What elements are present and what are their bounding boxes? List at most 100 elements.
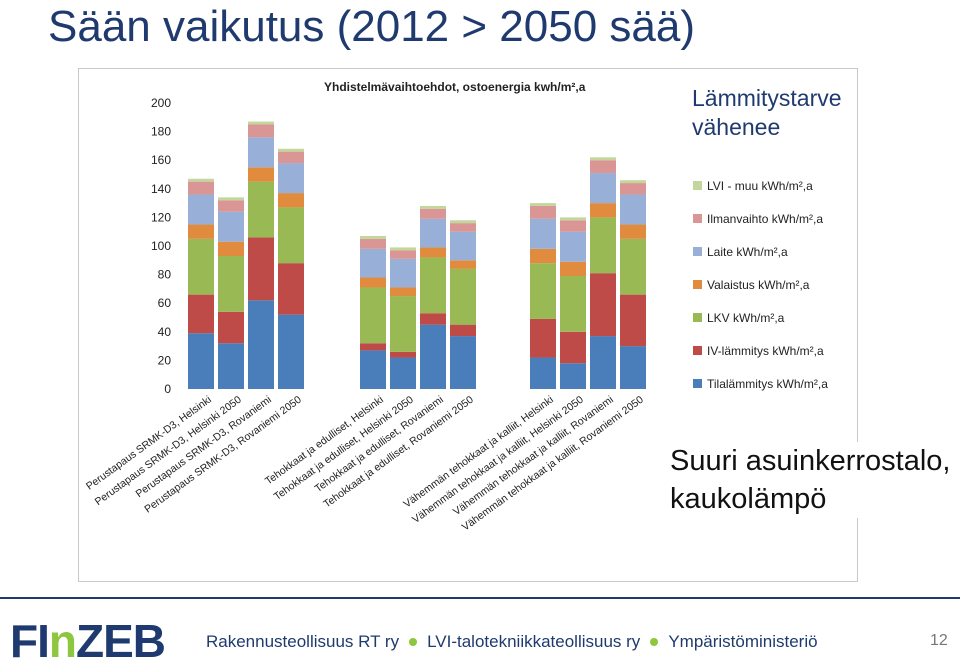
bar-segment <box>620 294 646 347</box>
legend-swatch <box>693 280 702 289</box>
bar-segment <box>620 194 646 225</box>
bar-segment <box>450 268 476 325</box>
bar-segment <box>218 200 244 212</box>
logo-text-fi: FI <box>10 615 50 667</box>
legend-label: Laite kWh/m²,a <box>707 245 788 259</box>
bar-segment <box>188 224 214 239</box>
legend-swatch <box>693 346 702 355</box>
legend-swatch <box>693 181 702 190</box>
bar-segment <box>360 248 386 278</box>
bar-segment <box>560 331 586 364</box>
y-tick-label: 80 <box>158 268 172 282</box>
legend-label: LVI - muu kWh/m²,a <box>707 179 813 193</box>
bar-segment <box>390 351 416 358</box>
bar-segment <box>360 350 386 389</box>
page-title: Sään vaikutus (2012 > 2050 sää) <box>48 2 696 51</box>
bar-segment <box>530 203 556 206</box>
y-tick-label: 160 <box>151 153 171 167</box>
bar-segment <box>360 287 386 344</box>
bar-segment <box>188 294 214 334</box>
footer-organizations: Rakennusteollisuus RT ry LVI-talotekniikk… <box>206 632 818 652</box>
y-tick-label: 20 <box>158 353 172 367</box>
bar-segment <box>188 178 214 182</box>
bar-segment <box>420 208 446 219</box>
bar-segment <box>590 273 616 337</box>
y-tick-label: 0 <box>164 382 171 396</box>
bar-segment <box>450 223 476 232</box>
footer-divider <box>0 597 960 599</box>
y-tick-label: 40 <box>158 325 172 339</box>
bar-segment <box>248 237 274 301</box>
bar-segment <box>390 250 416 259</box>
legend-swatch <box>693 379 702 388</box>
footer-org-lvi: LVI-talotekniikkateollisuus ry <box>427 632 641 651</box>
bar-segment <box>278 151 304 164</box>
bar-segment <box>450 220 476 224</box>
bar-segment <box>218 343 244 389</box>
bar-segment <box>390 258 416 288</box>
y-tick-label: 180 <box>151 125 171 139</box>
bar-segment <box>278 207 304 264</box>
bar-segment <box>360 277 386 288</box>
bar-segment <box>218 311 244 344</box>
building-type-note: Suuri asuinkerrostalo, kaukolämpö <box>666 442 955 518</box>
bar-segment <box>450 336 476 389</box>
bar-segment <box>278 148 304 152</box>
bar-segment <box>420 205 446 209</box>
legend-swatch <box>693 247 702 256</box>
footer-org-ym: Ympäristöministeriö <box>668 632 818 651</box>
bar-segment <box>188 333 214 389</box>
page-number: 12 <box>930 632 948 649</box>
bar-segment <box>530 218 556 249</box>
bar-segment <box>420 218 446 248</box>
bar-segment <box>278 314 304 389</box>
bar-segment <box>620 346 646 389</box>
footer-separator-dot <box>650 637 659 646</box>
bar-segment <box>390 296 416 352</box>
bar-segment <box>560 231 586 262</box>
bar-segment <box>278 193 304 208</box>
chart-frame: Yhdistelmävaihtoehdot, ostoenergia kwh/m… <box>78 68 858 582</box>
heating-demand-note: Lämmitystarve vähenee <box>692 84 842 142</box>
bar-segment <box>560 363 586 389</box>
y-tick-label: 100 <box>151 239 171 253</box>
legend-swatch <box>693 313 702 322</box>
legend-label: LKV kWh/m²,a <box>707 311 785 325</box>
bar-segment <box>530 248 556 264</box>
bar-segment <box>278 163 304 194</box>
chart-title: Yhdistelmävaihtoehdot, ostoenergia kwh/m… <box>324 80 586 94</box>
y-tick-label: 200 <box>151 96 171 110</box>
bar-segment <box>248 121 274 125</box>
bar-segment <box>620 183 646 195</box>
bar-segment <box>530 357 556 389</box>
bar-segment <box>188 194 214 225</box>
bar-segment <box>530 263 556 319</box>
bar-segment <box>218 197 244 201</box>
bar-segment <box>530 318 556 358</box>
y-tick-label: 60 <box>158 296 172 310</box>
bar-segment <box>530 205 556 219</box>
bar-segment <box>218 241 244 257</box>
bar-segment <box>620 224 646 239</box>
bar-segment <box>360 238 386 249</box>
footer-separator-dot <box>409 637 418 646</box>
bar-segment <box>560 276 586 332</box>
bar-segment <box>278 263 304 315</box>
y-tick-label: 120 <box>151 210 171 224</box>
legend-label: IV-lämmitys kWh/m²,a <box>707 344 824 358</box>
y-tick-label: 140 <box>151 182 171 196</box>
bar-segment <box>360 343 386 351</box>
bar-segment <box>620 180 646 184</box>
bar-segment <box>188 181 214 195</box>
bar-segment <box>590 157 616 161</box>
bar-segment <box>248 167 274 182</box>
bar-segment <box>450 231 476 261</box>
bar-segment <box>590 336 616 389</box>
bar-segment <box>450 260 476 269</box>
bar-segment <box>560 217 586 221</box>
bar-segment <box>360 235 386 239</box>
footer-org-rt: Rakennusteollisuus RT ry <box>206 632 400 651</box>
legend-label: Ilmanvaihto kWh/m²,a <box>707 212 823 226</box>
bar-segment <box>248 124 274 138</box>
bar-segment <box>420 257 446 314</box>
